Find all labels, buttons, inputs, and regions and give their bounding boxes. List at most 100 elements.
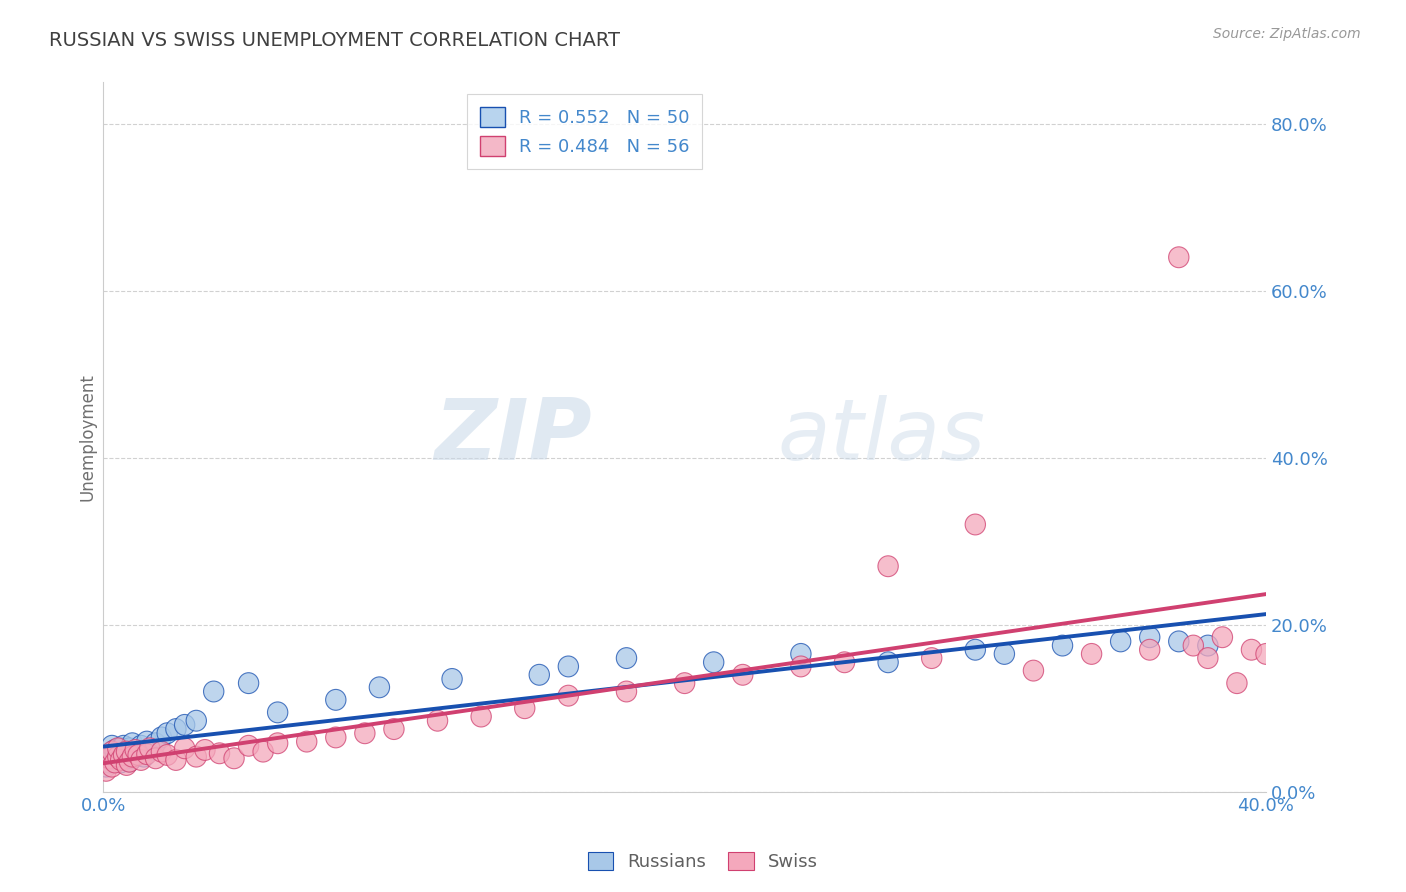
Ellipse shape bbox=[1212, 627, 1233, 648]
Ellipse shape bbox=[1168, 247, 1189, 268]
Ellipse shape bbox=[239, 735, 259, 756]
Ellipse shape bbox=[529, 665, 550, 685]
Ellipse shape bbox=[224, 747, 245, 769]
Ellipse shape bbox=[111, 749, 131, 771]
Ellipse shape bbox=[139, 739, 160, 760]
Ellipse shape bbox=[1081, 643, 1102, 665]
Ellipse shape bbox=[558, 656, 578, 677]
Ellipse shape bbox=[125, 739, 145, 760]
Ellipse shape bbox=[558, 685, 578, 706]
Ellipse shape bbox=[1111, 631, 1130, 652]
Ellipse shape bbox=[1024, 660, 1043, 681]
Ellipse shape bbox=[921, 648, 942, 668]
Ellipse shape bbox=[1182, 635, 1204, 656]
Ellipse shape bbox=[145, 733, 166, 754]
Ellipse shape bbox=[101, 741, 122, 762]
Text: Source: ZipAtlas.com: Source: ZipAtlas.com bbox=[1213, 27, 1361, 41]
Ellipse shape bbox=[101, 756, 122, 777]
Ellipse shape bbox=[186, 747, 207, 767]
Ellipse shape bbox=[152, 727, 172, 747]
Ellipse shape bbox=[98, 747, 120, 769]
Ellipse shape bbox=[157, 723, 177, 744]
Ellipse shape bbox=[834, 652, 855, 673]
Ellipse shape bbox=[101, 747, 122, 769]
Ellipse shape bbox=[108, 747, 128, 767]
Ellipse shape bbox=[427, 710, 447, 731]
Ellipse shape bbox=[104, 749, 125, 771]
Ellipse shape bbox=[101, 735, 122, 756]
Ellipse shape bbox=[471, 706, 491, 727]
Ellipse shape bbox=[1198, 648, 1218, 668]
Ellipse shape bbox=[96, 760, 117, 781]
Ellipse shape bbox=[122, 747, 142, 767]
Ellipse shape bbox=[104, 739, 125, 760]
Ellipse shape bbox=[139, 738, 160, 759]
Ellipse shape bbox=[354, 723, 375, 744]
Ellipse shape bbox=[1052, 635, 1073, 656]
Ellipse shape bbox=[174, 738, 195, 759]
Ellipse shape bbox=[877, 652, 898, 673]
Ellipse shape bbox=[111, 752, 131, 772]
Ellipse shape bbox=[174, 714, 195, 735]
Text: atlas: atlas bbox=[778, 395, 986, 478]
Ellipse shape bbox=[209, 743, 229, 764]
Ellipse shape bbox=[733, 665, 754, 685]
Ellipse shape bbox=[157, 745, 177, 765]
Ellipse shape bbox=[239, 673, 259, 694]
Ellipse shape bbox=[994, 643, 1015, 665]
Legend: Russians, Swiss: Russians, Swiss bbox=[581, 846, 825, 879]
Ellipse shape bbox=[790, 656, 811, 677]
Ellipse shape bbox=[117, 747, 136, 767]
Ellipse shape bbox=[104, 752, 125, 772]
Ellipse shape bbox=[111, 738, 131, 759]
Legend: R = 0.552   N = 50, R = 0.484   N = 56: R = 0.552 N = 50, R = 0.484 N = 56 bbox=[467, 95, 703, 169]
Ellipse shape bbox=[1256, 643, 1277, 665]
Ellipse shape bbox=[117, 741, 136, 762]
Ellipse shape bbox=[120, 751, 139, 772]
Ellipse shape bbox=[108, 741, 128, 762]
Ellipse shape bbox=[145, 747, 166, 769]
Ellipse shape bbox=[326, 727, 346, 747]
Ellipse shape bbox=[98, 744, 120, 764]
Ellipse shape bbox=[108, 738, 128, 759]
Ellipse shape bbox=[616, 681, 637, 702]
Ellipse shape bbox=[114, 745, 134, 765]
Ellipse shape bbox=[114, 735, 134, 756]
Ellipse shape bbox=[117, 755, 136, 775]
Ellipse shape bbox=[204, 681, 224, 702]
Ellipse shape bbox=[117, 741, 136, 762]
Ellipse shape bbox=[134, 747, 155, 767]
Ellipse shape bbox=[1168, 631, 1189, 652]
Ellipse shape bbox=[297, 731, 316, 752]
Ellipse shape bbox=[128, 741, 148, 762]
Ellipse shape bbox=[128, 745, 148, 765]
Ellipse shape bbox=[125, 745, 145, 765]
Ellipse shape bbox=[1139, 627, 1160, 648]
Ellipse shape bbox=[1139, 640, 1160, 660]
Ellipse shape bbox=[96, 756, 117, 777]
Text: ZIP: ZIP bbox=[434, 395, 592, 478]
Ellipse shape bbox=[114, 749, 134, 771]
Y-axis label: Unemployment: Unemployment bbox=[79, 373, 96, 500]
Ellipse shape bbox=[195, 739, 215, 760]
Ellipse shape bbox=[253, 741, 273, 762]
Ellipse shape bbox=[120, 751, 139, 772]
Ellipse shape bbox=[166, 719, 186, 739]
Ellipse shape bbox=[267, 733, 288, 754]
Ellipse shape bbox=[790, 643, 811, 665]
Ellipse shape bbox=[965, 640, 986, 660]
Ellipse shape bbox=[675, 673, 695, 694]
Text: RUSSIAN VS SWISS UNEMPLOYMENT CORRELATION CHART: RUSSIAN VS SWISS UNEMPLOYMENT CORRELATIO… bbox=[49, 31, 620, 50]
Ellipse shape bbox=[122, 747, 142, 769]
Ellipse shape bbox=[384, 719, 404, 739]
Ellipse shape bbox=[267, 702, 288, 723]
Ellipse shape bbox=[186, 710, 207, 731]
Ellipse shape bbox=[1241, 640, 1261, 660]
Ellipse shape bbox=[515, 698, 534, 719]
Ellipse shape bbox=[441, 668, 463, 690]
Ellipse shape bbox=[370, 677, 389, 698]
Ellipse shape bbox=[136, 731, 157, 752]
Ellipse shape bbox=[131, 749, 152, 771]
Ellipse shape bbox=[616, 648, 637, 668]
Ellipse shape bbox=[152, 741, 172, 762]
